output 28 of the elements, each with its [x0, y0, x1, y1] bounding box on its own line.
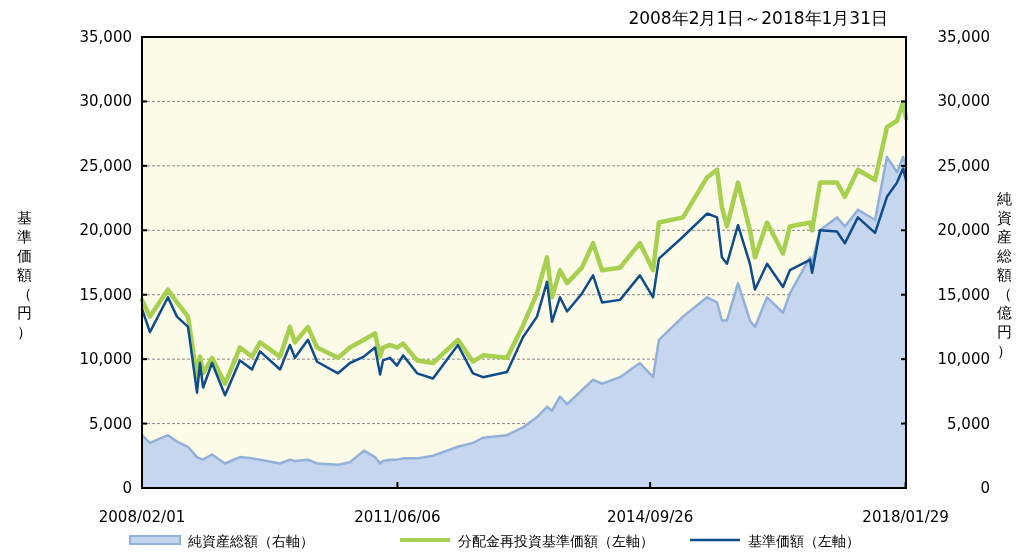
legend-label: 純資産総額（右軸）: [188, 533, 314, 549]
y2-tick-label: 15,000: [937, 285, 990, 304]
y2-tick-label: 10,000: [937, 350, 990, 369]
legend-label: 基準価額（左軸）: [748, 533, 860, 549]
x-tick-label: 2018/01/29: [862, 508, 949, 526]
y-tick-label: 25,000: [79, 156, 132, 175]
y-tick-label: 0: [122, 479, 132, 497]
text: 純資産総額（億円）: [996, 190, 1012, 360]
y2-tick-label: 30,000: [937, 92, 990, 111]
line-series: [140, 167, 908, 397]
y2-tick-label: 20,000: [937, 221, 990, 240]
y2-tick-label: 35,000: [937, 28, 990, 46]
y2-tick-label: 25,000: [937, 156, 990, 175]
line-series: [139, 100, 909, 386]
y2-tick-label: 5,000: [947, 414, 990, 433]
x-tick-label: 2014/09/26: [606, 508, 694, 526]
y-tick-label: 35,000: [79, 28, 132, 46]
y2-tick-label: 0: [980, 479, 990, 497]
x-tick-label: 2011/06/06: [354, 508, 441, 526]
y-tick-label: 5,000: [89, 414, 132, 433]
y-tick-label: 15,000: [79, 285, 132, 304]
y-tick-label: 10,000: [79, 350, 132, 369]
x-tick-label: 2008/02/01: [98, 508, 186, 526]
chart-title: 2008年2月1日～2018年1月31日: [628, 8, 888, 28]
y-tick-label: 20,000: [79, 221, 132, 240]
legend-label: 分配金再投資基準価額（左軸）: [458, 533, 654, 549]
y-axis-title: 基準価額（円）: [16, 209, 32, 341]
y-tick-label: 30,000: [79, 92, 132, 111]
